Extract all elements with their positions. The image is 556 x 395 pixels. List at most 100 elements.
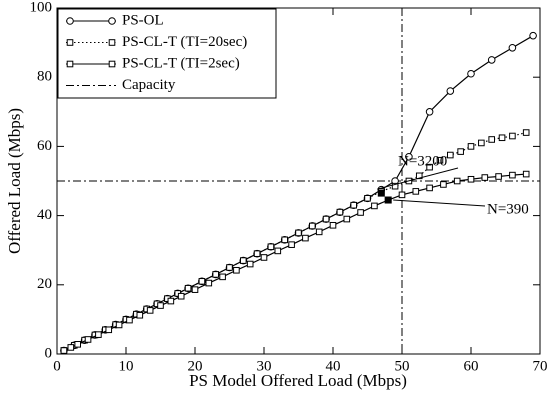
marker bbox=[288, 241, 295, 248]
legend-label: PS-CL-T (TI=20sec) bbox=[122, 34, 247, 50]
marker bbox=[336, 208, 344, 216]
marker bbox=[267, 243, 275, 251]
y-tick-label: 20 bbox=[37, 276, 52, 292]
marker bbox=[74, 341, 82, 348]
x-tick-label: 40 bbox=[326, 358, 341, 374]
marker bbox=[481, 174, 489, 181]
legend-marker bbox=[66, 60, 74, 68]
y-tick-label: 60 bbox=[37, 138, 52, 154]
marker bbox=[191, 286, 199, 293]
legend-label: PS-CL-T (TI=2sec) bbox=[122, 55, 240, 71]
marker bbox=[260, 254, 268, 261]
annotation-label: N=3200 bbox=[398, 153, 447, 169]
legend-marker bbox=[66, 39, 74, 46]
marker bbox=[405, 152, 413, 161]
marker bbox=[322, 215, 330, 223]
legend-marker bbox=[66, 17, 74, 25]
marker bbox=[226, 264, 233, 271]
marker bbox=[509, 171, 516, 179]
annotation-point bbox=[384, 196, 392, 204]
marker bbox=[467, 175, 475, 183]
annotation-arrow bbox=[393, 199, 486, 207]
marker bbox=[184, 284, 192, 292]
x-tick-label: 20 bbox=[188, 358, 203, 374]
y-axis-label: Offered Load (Mbps) bbox=[5, 108, 24, 254]
marker bbox=[253, 250, 261, 257]
marker bbox=[440, 181, 447, 188]
marker bbox=[364, 195, 371, 202]
marker bbox=[212, 271, 219, 278]
x-tick-label: 70 bbox=[533, 358, 548, 374]
marker bbox=[343, 215, 351, 223]
marker bbox=[295, 229, 302, 237]
marker bbox=[167, 297, 175, 305]
marker bbox=[274, 247, 282, 255]
marker bbox=[371, 202, 378, 210]
annotation-point bbox=[377, 189, 385, 197]
legend-label: PS-OL bbox=[122, 12, 164, 28]
marker bbox=[453, 177, 461, 185]
marker bbox=[205, 279, 213, 287]
y-tick-label: 0 bbox=[45, 345, 53, 361]
marker bbox=[425, 108, 434, 116]
marker bbox=[522, 129, 530, 136]
marker bbox=[457, 148, 464, 155]
y-tick-label: 80 bbox=[37, 69, 52, 85]
marker bbox=[509, 132, 516, 140]
marker bbox=[478, 139, 485, 147]
marker bbox=[246, 260, 254, 268]
marker bbox=[329, 221, 337, 229]
y-tick-label: 100 bbox=[30, 0, 53, 15]
marker bbox=[157, 302, 164, 309]
x-tick-label: 60 bbox=[464, 358, 479, 374]
series-line bbox=[63, 173, 527, 352]
marker bbox=[498, 134, 506, 142]
marker bbox=[398, 191, 406, 199]
marker bbox=[281, 236, 288, 244]
marker bbox=[67, 344, 75, 351]
marker bbox=[467, 143, 475, 150]
marker bbox=[60, 347, 68, 354]
marker bbox=[508, 43, 517, 52]
marker bbox=[115, 321, 123, 329]
marker bbox=[198, 278, 206, 285]
legend-box bbox=[57, 8, 277, 99]
marker bbox=[177, 292, 185, 300]
marker bbox=[95, 331, 102, 338]
marker bbox=[315, 228, 323, 236]
annotation-label: N=390 bbox=[487, 201, 529, 217]
marker bbox=[488, 136, 495, 143]
x-tick-label: 30 bbox=[257, 358, 272, 374]
legend-label: Capacity bbox=[122, 77, 176, 93]
marker bbox=[84, 336, 92, 343]
marker bbox=[447, 151, 454, 159]
marker bbox=[233, 266, 240, 274]
marker bbox=[446, 87, 455, 95]
marker bbox=[126, 316, 133, 324]
legend-marker bbox=[108, 39, 116, 46]
marker bbox=[240, 257, 247, 264]
marker bbox=[105, 326, 113, 334]
marker bbox=[350, 201, 357, 209]
marker bbox=[391, 182, 399, 190]
marker bbox=[495, 173, 502, 180]
x-tick-label: 10 bbox=[119, 358, 134, 374]
marker bbox=[529, 31, 537, 40]
marker bbox=[436, 156, 444, 164]
x-tick-label: 0 bbox=[53, 358, 61, 374]
x-axis-label: PS Model Offered Load (Mbps) bbox=[189, 371, 407, 390]
marker bbox=[426, 184, 433, 192]
marker bbox=[522, 170, 530, 178]
annotation-arrow bbox=[377, 167, 459, 190]
marker bbox=[219, 273, 226, 281]
marker bbox=[357, 209, 364, 216]
marker bbox=[467, 69, 475, 78]
marker bbox=[146, 307, 154, 314]
marker bbox=[302, 234, 309, 242]
marker bbox=[309, 222, 316, 230]
y-tick-label: 40 bbox=[37, 207, 52, 223]
marker bbox=[412, 188, 420, 195]
x-tick-label: 50 bbox=[395, 358, 410, 374]
marker bbox=[487, 56, 496, 64]
